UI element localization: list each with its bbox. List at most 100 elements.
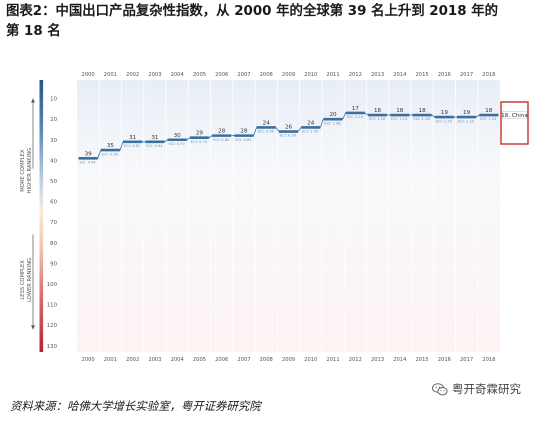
series-connector	[297, 127, 302, 132]
series-connector	[320, 119, 324, 128]
series-segment	[345, 111, 365, 115]
series-segment	[456, 115, 477, 119]
x-tick-label-bottom: 2013	[371, 357, 384, 363]
series-connector	[186, 137, 191, 141]
x-tick-label-top: 2008	[260, 72, 273, 78]
rank-label: 26	[285, 125, 293, 131]
eci-label: ECI: 0.90	[280, 134, 297, 138]
y-tick-label: 30	[50, 138, 57, 144]
x-tick-label-bottom: 2012	[349, 357, 362, 363]
x-tick-label-top: 2010	[304, 72, 317, 78]
x-tick-label-bottom: 2010	[304, 357, 317, 363]
x-tick-label-top: 2014	[393, 72, 407, 78]
y-tick-label: 40	[50, 158, 57, 164]
rank-label: 31	[129, 135, 137, 141]
x-tick-label-bottom: 2001	[104, 357, 117, 363]
upper-side-label-line2: HIGHER RANKING	[27, 148, 33, 194]
eci-label: ECI: 0.75	[191, 140, 207, 144]
series-connector	[275, 127, 280, 132]
x-tick-label-top: 2011	[326, 72, 339, 78]
series-segment	[323, 117, 343, 121]
eci-label: ECI: 1.16	[369, 117, 386, 121]
chart-title: 图表2：中国出口产品复杂性指数，从 2000 年的全球第 39 名上升到 201…	[6, 2, 544, 42]
series-connector	[476, 114, 480, 118]
x-tick-label-bottom: 2017	[460, 357, 473, 363]
x-tick-label-top: 2000	[82, 72, 95, 78]
highlight-box	[500, 101, 529, 145]
series-segment	[167, 138, 187, 142]
x-tick-label-top: 2004	[171, 72, 185, 78]
y-tick-label: 10	[50, 97, 57, 103]
y-tick-label: 20	[50, 117, 57, 123]
upper-arrow-head	[31, 98, 35, 103]
x-tick-label-top: 2017	[460, 72, 473, 78]
rank-label: 24	[263, 120, 271, 126]
eci-label: ECI: 1.24	[480, 117, 497, 121]
series-segment	[78, 157, 98, 160]
series-segment	[479, 113, 499, 117]
y-tick-label: 50	[50, 179, 57, 185]
x-tick-label-top: 2018	[482, 72, 495, 78]
x-tick-label-top: 2016	[438, 72, 451, 78]
plot-area	[77, 80, 500, 352]
x-tick-label-bottom: 2014	[393, 357, 407, 363]
eci-label: ECI: 1.08	[324, 121, 341, 125]
eci-label: ECI: 1.15	[391, 117, 407, 121]
rank-label: 18	[396, 108, 404, 114]
end-label-box	[502, 111, 527, 119]
series-segment	[234, 134, 254, 137]
rank-label: 17	[352, 106, 360, 112]
x-tick-label-bottom: 2011	[326, 357, 339, 363]
rank-labels: 39 ECI: 0.44 35 ECI: 0.56 31 ECI: 0.62 31 ECI: …	[80, 106, 498, 165]
lower-side-label-line1: LESS COMPLEX	[20, 260, 26, 300]
y-tick-label: 60	[50, 200, 57, 206]
lower-side-label: LESS COMPLEX LOWER RANKING	[20, 258, 33, 302]
series-segment	[301, 126, 321, 129]
x-tick-label-bottom: 2004	[171, 357, 185, 363]
rank-label: 18	[419, 108, 427, 114]
series-segment	[145, 140, 165, 144]
eci-label: ECI: 0.70	[169, 142, 186, 146]
source-note: 资料来源：哈佛大学增长实验室，粤开证券研究院	[10, 399, 261, 413]
x-tick-label-bottom: 2002	[126, 357, 139, 363]
y-tick-label: 100	[47, 282, 58, 288]
series-segment	[367, 113, 388, 117]
x-tick-label-bottom: 2003	[148, 357, 161, 363]
series-connector	[342, 112, 347, 120]
chart-title-line2: 第 18 名	[6, 24, 61, 39]
rank-label: 28	[218, 129, 226, 135]
y-tick-label: 110	[47, 303, 58, 309]
series-segment	[278, 130, 299, 133]
end-highlight: 18. China	[500, 101, 529, 145]
eci-label: ECI: 0.80	[213, 138, 230, 142]
x-axis-top: 2000 2001 2002 2003 2004 2005 2006 2007 2008 2009…	[82, 72, 496, 78]
rank-label: 35	[107, 143, 115, 149]
upper-side-label-line1: MORE COMPLEX	[20, 149, 26, 192]
series-connector	[97, 149, 102, 159]
rank-series	[78, 111, 499, 160]
rank-label: 31	[151, 135, 159, 141]
rank-label: 24	[307, 120, 315, 126]
series-segment	[212, 134, 232, 137]
rank-label: 20	[329, 112, 337, 118]
series-segment	[256, 126, 276, 129]
y-tick-label: 120	[47, 323, 58, 329]
eci-label: ECI: 1.00	[302, 130, 319, 134]
rank-label: 30	[174, 133, 182, 139]
x-tick-label-bottom: 2000	[82, 357, 95, 363]
x-tick-label-top: 2006	[215, 72, 228, 78]
chart-title-line1: 图表2：中国出口产品复杂性指数，从 2000 年的全球第 39 名上升到 201…	[6, 4, 499, 19]
lower-side-label-line2: LOWER RANKING	[27, 258, 33, 302]
series-connector	[208, 135, 213, 139]
x-tick-label-bottom: 2009	[282, 357, 295, 363]
y-tick-label: 90	[50, 261, 57, 267]
series-segment	[390, 113, 410, 117]
series-segment	[123, 140, 143, 144]
x-tick-label-bottom: 2007	[237, 357, 250, 363]
x-tick-label-top: 2013	[371, 72, 384, 78]
series-connector	[364, 112, 369, 116]
rank-label: 18	[485, 108, 493, 114]
x-tick-label-top: 2015	[415, 72, 428, 78]
rank-label: 19	[463, 110, 471, 116]
